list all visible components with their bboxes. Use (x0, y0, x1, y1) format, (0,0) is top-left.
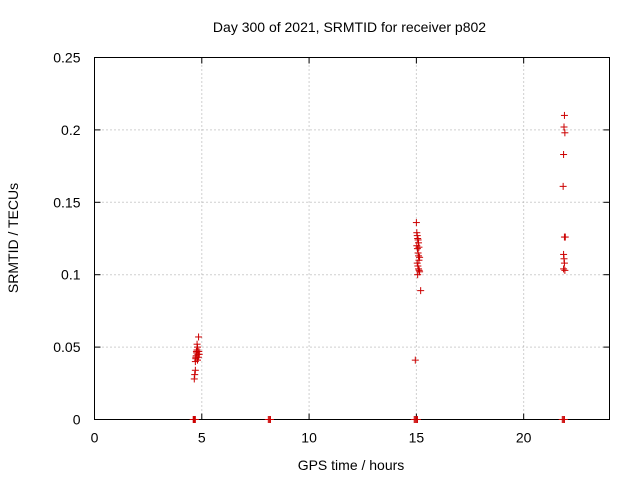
axis-ticks (94, 57, 610, 420)
data-point (415, 256, 423, 264)
data-point (195, 333, 203, 341)
data-point (414, 262, 422, 270)
axis-tick-labels: 0 5 10 15 20 0 0.05 0.1 0.15 0.2 0.25 (53, 50, 531, 446)
y-tick-label: 0.2 (61, 122, 81, 138)
data-points (189, 111, 569, 423)
grid-lines (94, 57, 610, 420)
data-point (560, 123, 568, 131)
y-axis-label: SRMTID / TECUs (5, 183, 21, 293)
data-point (413, 416, 421, 423)
data-point (415, 243, 423, 251)
data-point (415, 265, 423, 273)
data-point (412, 219, 420, 227)
y-tick-label: 0.25 (53, 50, 80, 66)
data-point (413, 245, 421, 253)
x-tick-label: 15 (409, 430, 425, 446)
data-point (193, 340, 201, 348)
data-point (195, 350, 203, 358)
data-point (414, 271, 422, 279)
data-point (561, 129, 569, 137)
data-point (560, 259, 568, 267)
data-point (417, 287, 425, 295)
y-tick-label: 0.1 (61, 267, 81, 283)
chart-title: Day 300 of 2021, SRMTID for receiver p80… (213, 19, 486, 35)
plot-frame (94, 57, 610, 420)
x-tick-label: 10 (301, 430, 317, 446)
data-point (560, 416, 568, 423)
x-axis-label: GPS time / hours (298, 457, 405, 473)
data-point (191, 366, 199, 374)
data-point (266, 416, 274, 423)
data-point (561, 266, 569, 274)
data-point (560, 265, 568, 273)
x-tick-label: 20 (516, 430, 532, 446)
data-point (560, 111, 568, 119)
data-point (413, 259, 421, 267)
y-tick-label: 0.15 (53, 194, 80, 210)
x-tick-label: 0 (91, 430, 99, 446)
data-point (560, 151, 568, 159)
data-point (559, 182, 567, 190)
data-point (191, 371, 199, 379)
data-point (191, 416, 199, 423)
y-tick-label: 0.05 (53, 339, 80, 355)
data-point (416, 253, 424, 261)
data-point (561, 233, 569, 241)
x-tick-label: 5 (198, 430, 206, 446)
data-point (411, 356, 419, 364)
y-tick-label: 0 (73, 412, 81, 428)
